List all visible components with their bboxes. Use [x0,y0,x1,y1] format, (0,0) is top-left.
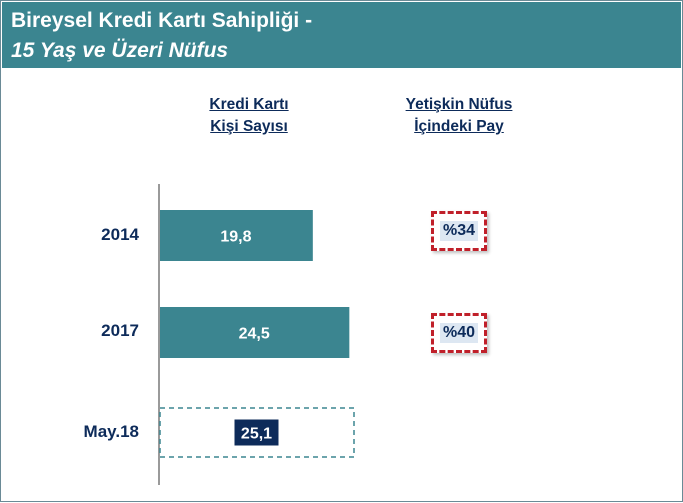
bar-value-highlight-2 [234,419,279,446]
column-header-cardholders-line2: Kişi Sayısı [210,118,288,135]
title-banner: Bireysel Kredi Kartı Sahipliği - 15 Yaş … [2,2,681,68]
share-box-2017: %40 [431,313,487,353]
bar-1 [160,307,350,358]
column-header-share-line1: Yetişkin Nüfus [405,96,513,113]
column-header-share: Yetişkin Nüfus İçindeki Pay [379,94,539,138]
chart-subtitle: 15 Yaş ve Üzeri Nüfus [11,39,229,62]
share-box-2014: %34 [431,211,487,251]
bar-value-label-0: 19,8 [220,229,251,246]
share-value-2017: %40 [439,323,479,343]
category-label-may18: May.18 [83,422,139,441]
bar-value-label-1: 24,5 [239,326,270,343]
chart-title: Bireysel Kredi Kartı Sahipliği - [11,9,313,32]
column-header-cardholders: Kredi Kartı Kişi Sayısı [189,94,309,138]
category-label-2017: 2017 [101,321,139,340]
bar-value-label-2: 25,1 [241,426,272,443]
share-value-2014: %34 [439,221,479,241]
category-label-2014: 2014 [101,225,139,244]
column-header-share-line2: İçindeki Pay [414,118,504,135]
column-header-cardholders-line1: Kredi Kartı [209,96,289,113]
bar-2 [159,407,355,458]
bar-0 [160,210,313,261]
